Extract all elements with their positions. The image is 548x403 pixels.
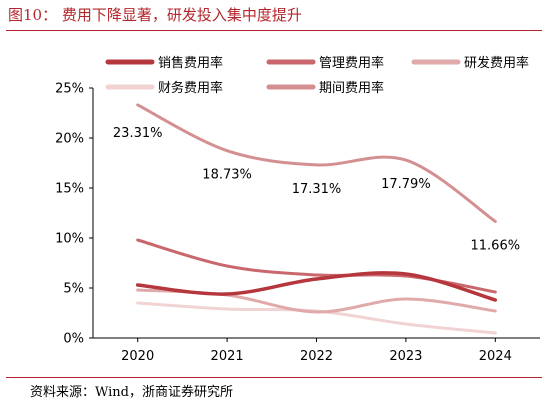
chart-series-lines: [135, 103, 498, 335]
chart-data-labels: 23.31% 18.73% 17.31% 17.79% 11.66%: [113, 126, 520, 254]
figure-title: 图10： 费用下降显著，研发投入集中度提升: [8, 6, 302, 24]
title-divider: [6, 30, 542, 31]
y-tick-label: 0%: [63, 332, 84, 347]
series-line-3: [136, 301, 497, 335]
data-label: 17.79%: [381, 177, 431, 192]
x-tick-label: 2023: [389, 349, 422, 364]
data-label: 17.31%: [292, 182, 342, 197]
legend-label: 管理费用率: [319, 55, 384, 71]
x-tick-label: 2024: [479, 349, 512, 364]
series-line-4: [136, 103, 497, 223]
data-label: 18.73%: [202, 168, 252, 183]
source-note: 资料来源：Wind，浙商证券研究所: [30, 385, 233, 400]
x-tick-label: 2022: [300, 349, 333, 364]
chart-axes: 0% 5% 10% 15% 20% 25% 2020 2021 2022 2023 2024: [55, 82, 540, 364]
y-tick-label: 20%: [55, 132, 84, 147]
y-tick-label: 5%: [63, 282, 84, 297]
data-label: 11.66%: [471, 238, 521, 253]
data-label: 23.31%: [113, 126, 163, 141]
x-tick-label: 2021: [211, 349, 244, 364]
legend-label: 财务费用率: [158, 80, 223, 96]
series-line-1: [136, 238, 497, 294]
legend-label: 研发费用率: [464, 55, 529, 71]
series-line-0: [135, 271, 498, 302]
footer-divider: [6, 377, 542, 378]
y-tick-label: 25%: [55, 82, 84, 97]
x-tick-label: 2020: [121, 349, 154, 364]
legend-label: 销售费用率: [158, 55, 223, 71]
y-tick-label: 10%: [55, 232, 84, 247]
y-tick-label: 15%: [55, 182, 84, 197]
legend-label: 期间费用率: [319, 80, 384, 96]
